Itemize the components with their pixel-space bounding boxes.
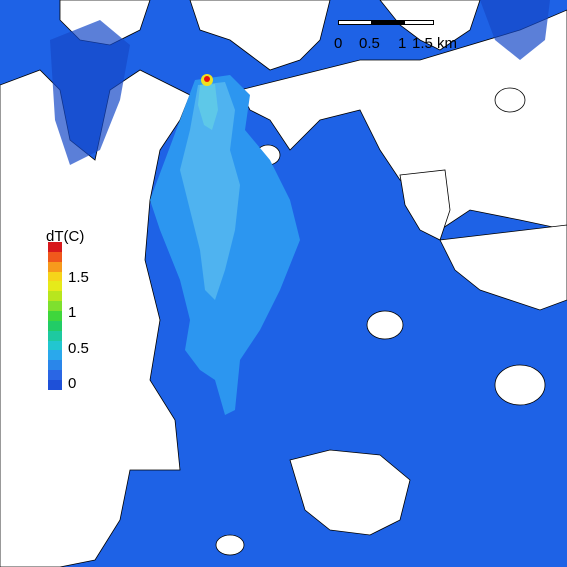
noise-patch-west [50,20,130,165]
legend-tick-1: 1 [68,304,77,321]
scale-segment-3 [404,20,434,25]
scale-segment-1 [338,20,372,25]
island-small-5 [215,534,245,556]
legend-swatch [48,311,62,321]
legend-swatch [48,281,62,292]
legend: dT(C) 1.5 1 0.5 0 [46,228,126,398]
legend-tick-1-5: 1.5 [68,269,89,286]
thermal-plume [150,74,300,415]
legend-swatch [48,360,62,371]
island-south [289,449,411,536]
legend-swatch [48,350,62,361]
legend-swatch [48,242,62,252]
plume-inner [180,82,240,300]
scale-label-0-5: 0.5 [359,35,380,52]
noise-patches [50,0,550,165]
legend-swatch [48,340,62,351]
island-small-3 [366,310,404,340]
scale-bar: 0 0.5 1 1.5 km [330,16,457,56]
island-small-6 [494,87,526,113]
legend-swatch [48,301,62,312]
scale-segment-2 [372,20,404,25]
legend-swatch [48,291,62,302]
legend-tick-0: 0 [68,375,77,392]
land-north [189,0,331,71]
scale-label-1-5km: 1.5 km [412,35,458,52]
legend-swatch [48,370,62,381]
legend-swatch [48,380,62,390]
legend-title: dT(C) [46,228,85,245]
island-small-4 [494,364,546,406]
noise-patch-north-east [480,0,550,60]
legend-swatch [48,261,62,272]
legend-swatch [48,271,62,282]
legend-swatch [48,251,62,262]
hotspot-inner [204,76,210,82]
land-north-east [379,0,481,51]
scale-label-0: 0 [334,35,343,52]
land-east-lower [439,224,567,311]
legend-swatch [48,320,62,331]
plume-core [198,84,218,130]
scale-label-1: 1 [398,35,407,52]
legend-tick-0-5: 0.5 [68,340,89,357]
legend-swatch [48,330,62,341]
legend-colorbar [48,242,62,390]
